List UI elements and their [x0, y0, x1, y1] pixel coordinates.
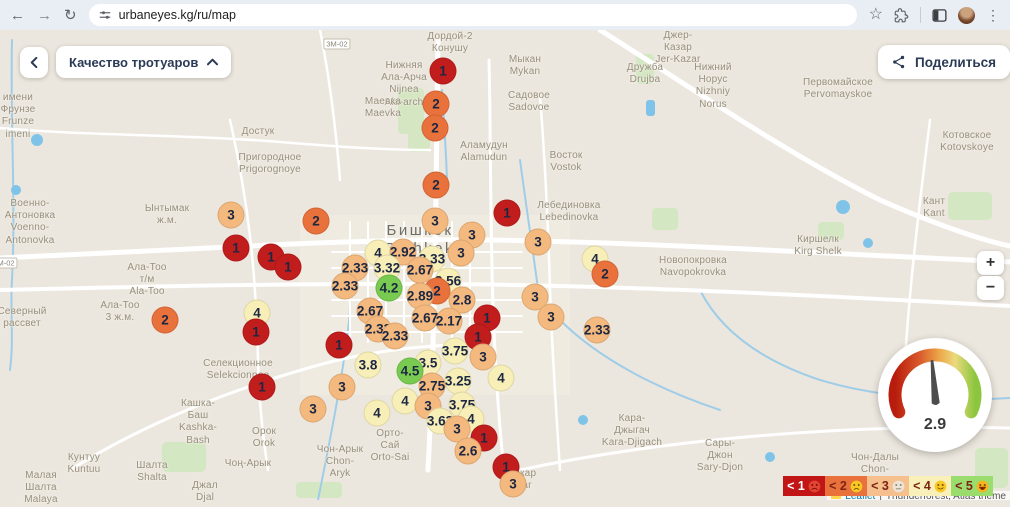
- map-marker[interactable]: 1: [242, 318, 270, 346]
- layer-selector-label: Качество тротуаров: [69, 54, 199, 70]
- map-marker[interactable]: 4: [391, 387, 419, 415]
- map-marker[interactable]: 1: [222, 234, 250, 262]
- site-settings-icon: [99, 11, 110, 19]
- map-marker[interactable]: 3: [217, 201, 245, 229]
- legend-label: < 5: [955, 479, 973, 493]
- map-marker[interactable]: 2: [302, 207, 330, 235]
- zoom-controls: + −: [977, 251, 1004, 300]
- map-marker[interactable]: 2: [591, 260, 619, 288]
- rating-legend: < 1 < 2 < 3 < 4 < 5: [783, 476, 993, 496]
- rating-gauge: 2.9: [878, 338, 992, 452]
- map-marker[interactable]: 4.5: [396, 357, 424, 385]
- map-marker[interactable]: 2: [422, 171, 450, 199]
- legend-label: < 2: [829, 479, 847, 493]
- address-bar[interactable]: urbaneyes.kg/ru/map: [88, 4, 857, 26]
- map-marker[interactable]: 3: [328, 373, 356, 401]
- map-marker[interactable]: 1: [493, 199, 521, 227]
- map-marker[interactable]: 2: [151, 306, 179, 334]
- map-marker[interactable]: 2.17: [435, 307, 463, 335]
- gauge-arc: [888, 348, 982, 419]
- map-marker[interactable]: 1: [274, 253, 302, 281]
- legend-item-ltlt5: < 5: [951, 476, 993, 496]
- map-marker[interactable]: 3.75: [441, 337, 469, 365]
- chevron-up-icon: [207, 58, 219, 66]
- map-marker[interactable]: 3.25: [444, 367, 472, 395]
- profile-avatar[interactable]: [958, 6, 975, 24]
- smile-face-icon: [934, 480, 947, 492]
- map-marker[interactable]: 3: [524, 228, 552, 256]
- legend-item-ltlt3: < 3: [867, 476, 909, 496]
- legend-label: < 1: [787, 479, 805, 493]
- share-button[interactable]: Поделиться: [878, 45, 1010, 79]
- map-marker[interactable]: 3: [447, 239, 475, 267]
- chevron-left-icon: [30, 57, 37, 68]
- bookmark-star-icon[interactable]: ☆: [868, 6, 883, 23]
- legend-item-ltlt1: < 1: [783, 476, 825, 496]
- map-background: [0, 30, 1010, 500]
- neutral-face-icon: [892, 480, 905, 492]
- forward-arrow-icon[interactable]: →: [37, 6, 52, 24]
- zoom-out-button[interactable]: −: [977, 276, 1004, 300]
- legend-label: < 4: [913, 479, 931, 493]
- share-icon: [893, 55, 905, 69]
- map-marker[interactable]: 3: [421, 207, 449, 235]
- map-marker[interactable]: 2.6: [454, 437, 482, 465]
- legend-item-ltlt4: < 4: [909, 476, 951, 496]
- map-marker[interactable]: 2.67: [411, 304, 439, 332]
- map-canvas[interactable]: [0, 30, 1010, 500]
- map-marker[interactable]: 4.2: [375, 274, 403, 302]
- map-marker[interactable]: 2.8: [448, 286, 476, 314]
- sad-face-icon: [850, 480, 863, 492]
- map-marker[interactable]: 1: [325, 331, 353, 359]
- share-label: Поделиться: [915, 54, 997, 70]
- side-panel-icon[interactable]: [932, 8, 947, 23]
- layer-selector-dropdown[interactable]: Качество тротуаров: [56, 46, 232, 78]
- zoom-in-button[interactable]: +: [977, 251, 1004, 275]
- map-marker[interactable]: 4: [487, 364, 515, 392]
- gauge-value: 2.9: [923, 416, 947, 433]
- back-button[interactable]: [20, 47, 48, 78]
- map-marker[interactable]: 1: [248, 373, 276, 401]
- map-marker[interactable]: 2: [422, 90, 450, 118]
- map-marker[interactable]: 2: [421, 114, 449, 142]
- extensions-icon[interactable]: [894, 7, 909, 23]
- reload-icon[interactable]: ↻: [64, 6, 77, 24]
- map-marker[interactable]: 3: [299, 395, 327, 423]
- map-marker[interactable]: 3.8: [354, 351, 382, 379]
- map-marker[interactable]: 2.33: [331, 272, 359, 300]
- map-marker[interactable]: 2.33: [381, 322, 409, 350]
- legend-item-ltlt2: < 2: [825, 476, 867, 496]
- map-marker[interactable]: 3: [469, 343, 497, 371]
- grin-face-icon: [976, 480, 989, 492]
- toolbar-divider: [920, 7, 921, 23]
- gauge-needle: [930, 360, 940, 405]
- map-marker[interactable]: 2.33: [583, 316, 611, 344]
- map-marker[interactable]: 3: [499, 470, 527, 498]
- map-marker[interactable]: 3: [537, 303, 565, 331]
- map-marker[interactable]: 4: [363, 399, 391, 427]
- browser-toolbar: ← → ↻ urbaneyes.kg/ru/map ☆ ⋮: [0, 0, 1010, 30]
- angry-face-icon: [808, 480, 821, 492]
- url-text: urbaneyes.kg/ru/map: [118, 8, 237, 22]
- back-arrow-icon[interactable]: ←: [10, 6, 25, 24]
- menu-dots-icon[interactable]: ⋮: [986, 6, 1000, 23]
- legend-label: < 3: [871, 479, 889, 493]
- map-marker[interactable]: 1: [429, 57, 457, 85]
